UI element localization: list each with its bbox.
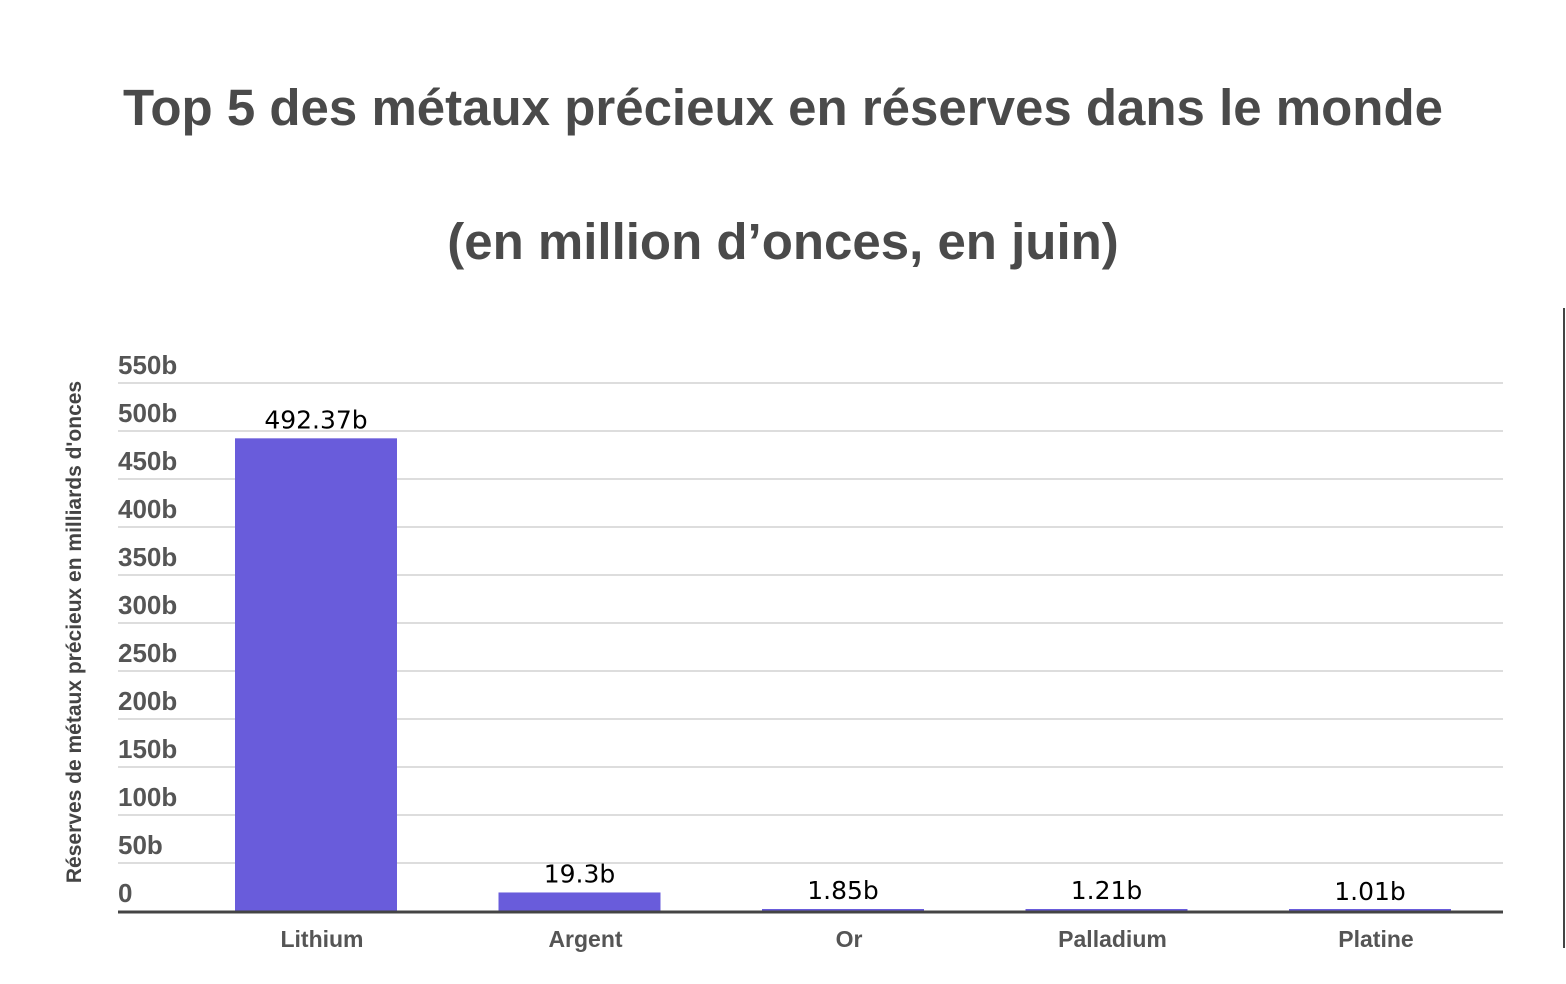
data-labels: 492.37b 19.3b 1.85b 1.21b 1.01b: [264, 405, 1405, 906]
data-label-platine: 1.01b: [1334, 877, 1406, 906]
bar-platine: [1289, 909, 1451, 911]
bar-lithium: [235, 438, 397, 911]
data-label-lithium: 492.37b: [264, 405, 367, 434]
bar-palladium: [1025, 909, 1188, 911]
x-tick-label-palladium: Palladium: [1058, 926, 1167, 952]
x-tick-label-lithium: Lithium: [280, 926, 363, 952]
y-tick-label: 50b: [118, 830, 163, 860]
x-tick-label-argent: Argent: [548, 926, 622, 952]
y-tick-label: 500b: [118, 398, 177, 428]
y-tick-label: 100b: [118, 782, 177, 812]
bar-argent: [498, 892, 661, 911]
x-axis-ticks: Lithium Argent Or Palladium Platine: [280, 926, 1413, 952]
x-tick-label-platine: Platine: [1338, 926, 1413, 952]
y-tick-label: 250b: [118, 638, 177, 668]
chart-title-line-2: (en million d’onces, en juin): [447, 213, 1119, 270]
y-axis-ticks: 0 50b 100b 150b 200b 250b 300b 350b 400b 450b 500b…: [118, 350, 177, 908]
y-tick-label: 550b: [118, 350, 177, 380]
y-tick-label: 400b: [118, 494, 177, 524]
y-tick-label: 150b: [118, 734, 177, 764]
y-tick-label: 0: [118, 878, 132, 908]
y-tick-label: 200b: [118, 686, 177, 716]
y-tick-label: 450b: [118, 446, 177, 476]
data-label-argent: 19.3b: [544, 859, 616, 888]
y-tick-label: 300b: [118, 590, 177, 620]
y-axis-title: Réserves de métaux précieux en milliards…: [63, 381, 86, 883]
x-tick-label-or: Or: [836, 926, 863, 952]
data-label-palladium: 1.21b: [1071, 876, 1143, 905]
y-tick-label: 350b: [118, 542, 177, 572]
chart-title-line-1: Top 5 des métaux précieux en réserves da…: [123, 79, 1443, 136]
data-label-or: 1.85b: [807, 876, 879, 905]
right-edge-rule: [1563, 308, 1565, 948]
bar-or: [762, 909, 924, 911]
bars: [235, 438, 1451, 911]
